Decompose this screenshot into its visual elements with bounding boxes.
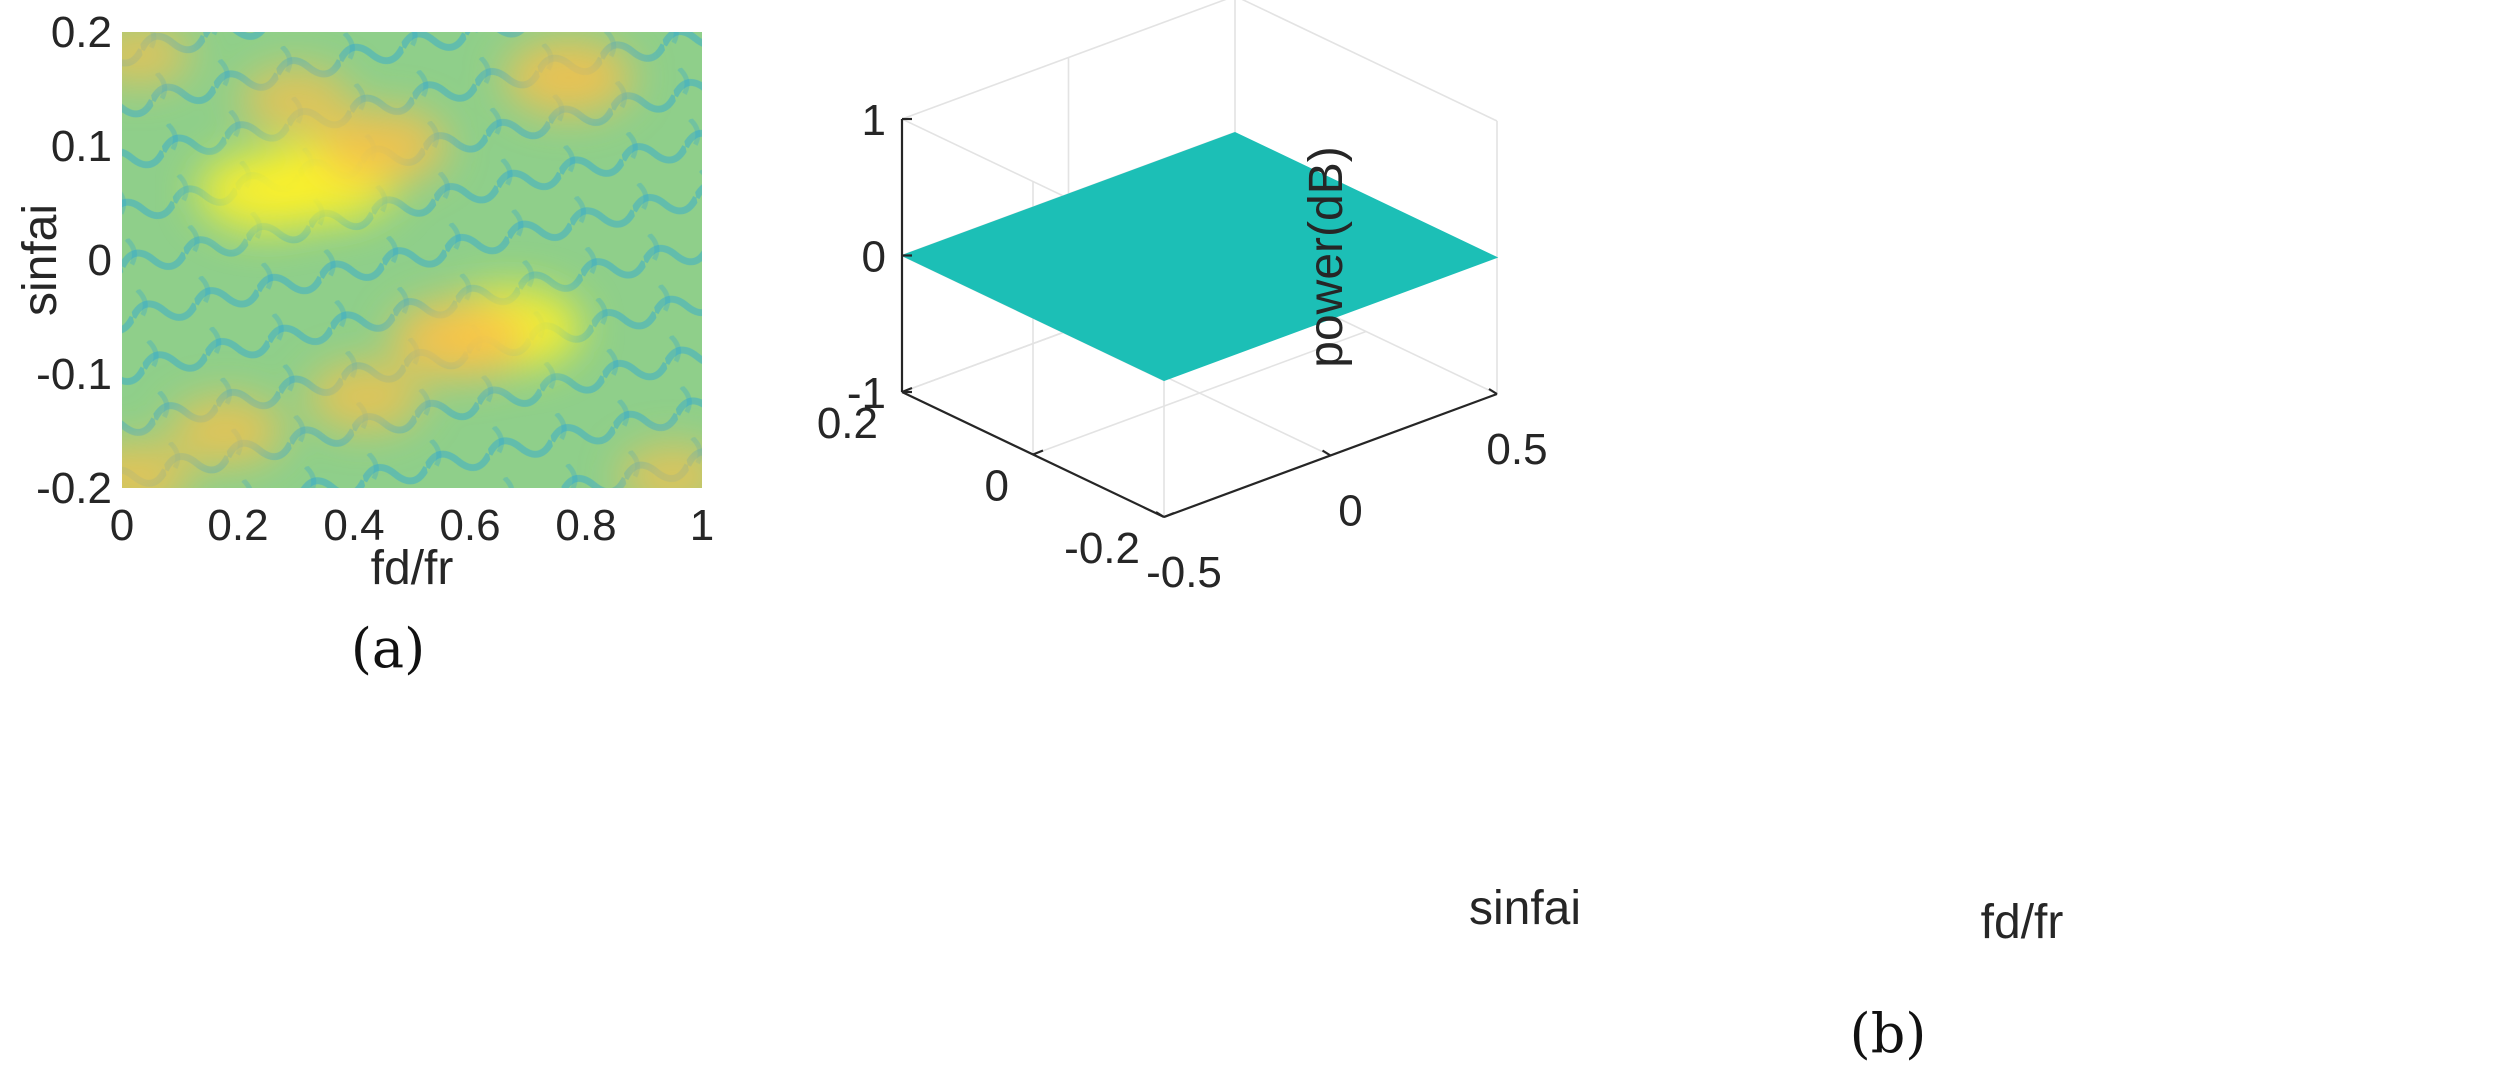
y-tick-label-b: 0: [985, 462, 1009, 511]
x-axis-label-b: fd/fr: [1981, 896, 2064, 949]
surface-plane: [900, 131, 1499, 382]
grid-line: [1241, 0, 1498, 122]
x-tick-label-b: 0: [1338, 487, 1362, 536]
x-tick-label-a: 1: [690, 501, 714, 550]
x-axis-label-a: fd/fr: [371, 542, 454, 595]
grid-line: [1032, 330, 1367, 456]
y-tick-label-a: 0.2: [51, 8, 112, 57]
x-tick-label-b: 0.5: [1486, 425, 1547, 474]
x-tick-label-a: 0.8: [555, 501, 616, 550]
z-tick-label-b: 0: [862, 233, 886, 282]
heatmap-hotspot: [308, 362, 423, 431]
y-tick-mark: [1032, 449, 1044, 456]
x-tick-mark: [1155, 511, 1165, 518]
heatmap-hotspots: [122, 32, 702, 488]
y-axis-label-a: sinfai: [14, 204, 67, 316]
z-tick-label-b: -1: [847, 369, 886, 418]
y-tick-mark: [901, 386, 913, 394]
x-tick-mark: [1321, 449, 1332, 457]
y-tick-label-b: -0.2: [1064, 524, 1140, 573]
x-tick-mark: [1488, 388, 1498, 395]
grid-line: [901, 0, 1227, 120]
z-tick-label-b: 1: [862, 96, 886, 145]
y-tick-mark: [1163, 511, 1175, 519]
heatmap-hotspot: [505, 40, 633, 116]
heatmap-hotspot: [241, 67, 351, 134]
heatmap-field: [122, 32, 702, 488]
y-axis-ticks-a: -0.2 -0.1 0 0.1 0.2: [36, 8, 112, 513]
y-tick-label-a: -0.2: [36, 464, 112, 513]
x-tick-label-b: -0.5: [1146, 548, 1222, 597]
heatmap-hotspot: [319, 108, 447, 184]
heatmap-hotspot: [169, 397, 284, 465]
y-tick-label-a: 0.1: [51, 122, 112, 171]
panel-label-a: (a): [351, 617, 425, 680]
surface-ticks: -1 0 1 -0.2 0 0.2 -0.5 0 0.5: [817, 96, 1548, 597]
heatmap-hotspot: [122, 32, 191, 86]
x-tick-label-a: 0: [110, 501, 134, 550]
y-tick-label-a: 0: [88, 236, 112, 285]
panel-b-surface: -1 0 1 -0.2 0 0.2 -0.5 0 0.5 power(dB) sinfai fd…: [817, 0, 2064, 1065]
heatmap-hotspot: [122, 442, 191, 488]
heatmap-hotspot: [198, 151, 336, 232]
heatmap-hotspot: [391, 300, 526, 380]
heatmap-hotspot: [619, 444, 702, 488]
panel-a-heatmap: 0 0.2 0.4 0.6 0.8 1 -0.2 -0.1 0 0.1 0.2 fd/fr sin…: [14, 8, 714, 680]
x-tick-label-a: 0.2: [207, 501, 268, 550]
x-axis-ticks-a: 0 0.2 0.4 0.6 0.8 1: [110, 501, 714, 550]
y-axis-label-b: sinfai: [1469, 882, 1581, 935]
y-tick-label-b: 0.2: [817, 399, 878, 448]
x-tick-label-a: 0.4: [323, 501, 384, 550]
panel-label-b: (b): [1850, 1002, 1927, 1065]
x-tick-label-a: 0.6: [439, 501, 500, 550]
z-axis-label-b: power(dB): [1300, 146, 1353, 367]
y-tick-label-a: -0.1: [36, 350, 112, 399]
